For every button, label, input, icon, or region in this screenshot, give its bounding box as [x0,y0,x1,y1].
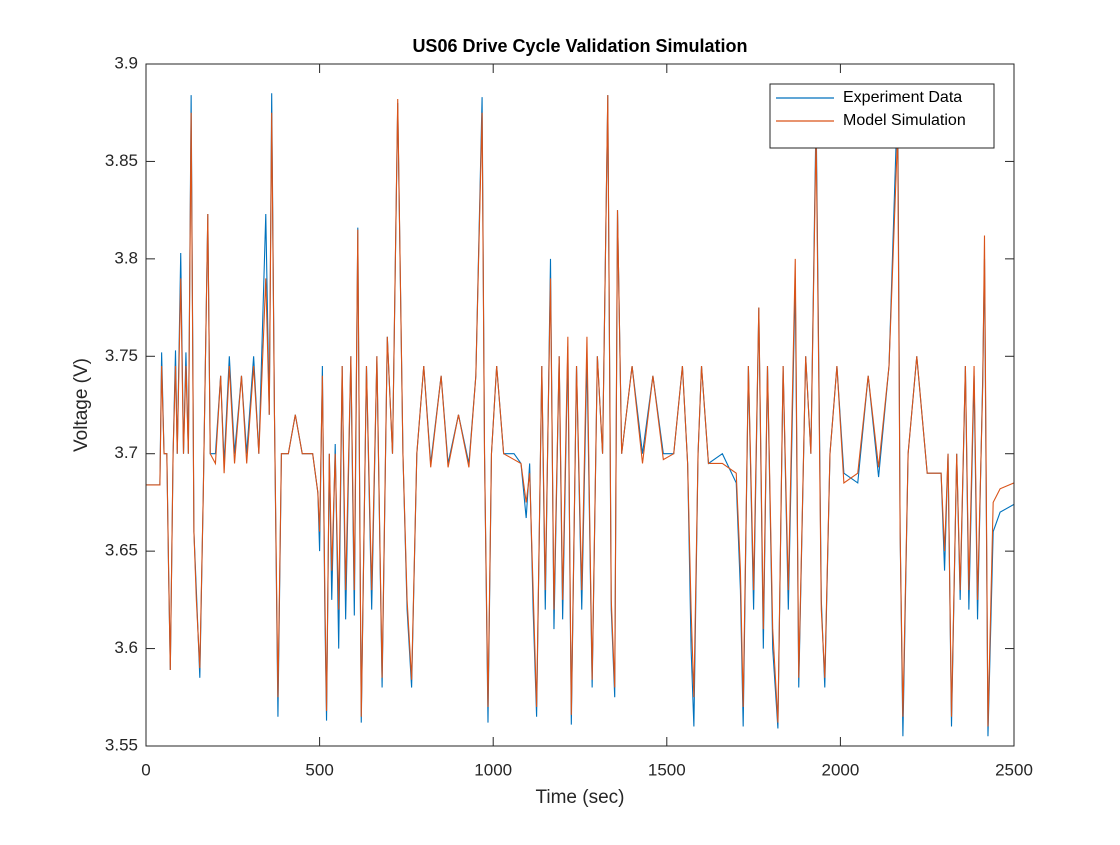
x-tick-label: 2500 [995,760,1033,779]
chart-title: US06 Drive Cycle Validation Simulation [412,36,747,56]
x-tick-label: 500 [305,760,333,779]
x-tick-label: 0 [141,760,150,779]
legend-box [769,83,995,149]
legend-label: Experiment Data [843,89,962,106]
y-tick-label: 3.6 [114,638,138,657]
x-tick-label: 2000 [821,760,859,779]
x-tick-label: 1500 [648,760,686,779]
y-tick-label: 3.65 [105,541,138,560]
y-tick-label: 3.75 [105,346,138,365]
y-tick-label: 3.85 [105,151,138,170]
axes-box [145,63,1015,747]
x-tick-label: 1000 [474,760,512,779]
y-tick-label: 3.9 [114,53,138,72]
y-tick-label: 3.7 [114,443,138,462]
y-tick-label: 3.55 [105,735,138,754]
x-axis-label: Time (sec) [535,787,624,808]
data-line [146,95,1014,727]
y-axis-label: Voltage (V) [71,358,92,452]
legend-label: Model Simulation [843,112,966,129]
y-tick-label: 3.8 [114,248,138,267]
